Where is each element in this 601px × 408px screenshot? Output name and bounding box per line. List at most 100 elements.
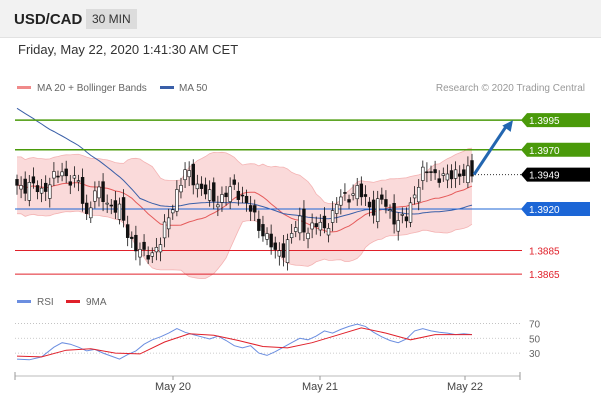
candle-body <box>314 223 318 227</box>
candle-body <box>371 199 376 216</box>
level-label-2: 1.3949 <box>529 171 560 182</box>
level-tag-0 <box>521 113 590 128</box>
candle-body <box>232 179 236 185</box>
candle-body <box>437 178 441 183</box>
candle-body <box>392 202 396 225</box>
candle-body <box>171 209 175 214</box>
candle-body <box>359 183 364 198</box>
rsi-tick-label: 50 <box>529 334 541 345</box>
ma50-line <box>16 107 473 220</box>
candle-body <box>466 165 470 183</box>
bollinger-band <box>17 148 472 279</box>
candle-body <box>27 182 31 201</box>
candle-body <box>449 170 454 180</box>
rsi-layer: 70 50 30 May 20 May 21 May 22 <box>14 319 541 393</box>
candle-body <box>453 169 458 179</box>
rsi-legend-swatch <box>17 300 31 303</box>
candle-body <box>355 185 359 200</box>
candle-body <box>35 185 40 193</box>
candle-body <box>224 192 228 198</box>
bollinger-upper <box>17 147 473 204</box>
candle-body <box>175 189 179 212</box>
candle-body <box>277 250 282 257</box>
candle-body <box>326 228 331 236</box>
candle-body <box>43 182 48 192</box>
candle-body <box>412 194 417 199</box>
candle-body <box>212 182 216 202</box>
candle-body <box>408 202 413 223</box>
candle-body <box>23 178 27 194</box>
candle-body <box>253 205 257 213</box>
projection-arrow <box>472 124 509 176</box>
level-label-3: 1.3920 <box>529 205 560 216</box>
candle-body <box>150 252 154 257</box>
level-label-1: 1.3970 <box>529 146 560 157</box>
candle-body <box>244 195 249 203</box>
candle-body <box>257 218 261 231</box>
level-tag-1 <box>521 142 590 157</box>
candle-body <box>19 185 23 190</box>
candle-body <box>339 196 343 206</box>
candle-body <box>433 169 437 174</box>
candle-body <box>351 193 355 196</box>
ma20-legend-swatch <box>17 86 31 89</box>
candle-body <box>48 184 52 199</box>
x-axis-label: May 20 <box>155 381 191 393</box>
candle-body <box>220 194 224 203</box>
candle-body <box>207 189 212 201</box>
credit-label: Research © 2020 Trading Central <box>436 83 585 94</box>
candle-body <box>154 247 159 253</box>
ma20-legend-label: MA 20 + Bollinger Bands <box>37 83 147 94</box>
candle-body <box>64 168 68 177</box>
candle-body <box>445 173 450 181</box>
candle-body <box>183 169 187 181</box>
candle-body <box>113 200 118 213</box>
candle-body <box>101 181 105 203</box>
x-axis-label: May 22 <box>447 381 483 393</box>
candle-body <box>322 215 327 229</box>
candle-body <box>52 171 56 179</box>
candle-body <box>68 181 72 186</box>
candle-body <box>199 183 204 189</box>
candle-body <box>130 236 134 239</box>
candle-body <box>166 217 171 230</box>
candle-body <box>109 204 113 207</box>
rsi-legend-label: RSI <box>37 297 54 308</box>
candle-body <box>396 220 400 232</box>
candle-body <box>281 243 286 258</box>
candle-body <box>285 239 290 263</box>
candle-body <box>31 176 36 184</box>
datetime-label: Friday, May 22, 2020 1:41:30 AM CET <box>18 42 239 57</box>
candle-body <box>367 201 372 208</box>
candle-body <box>80 177 85 204</box>
candle-body <box>400 214 405 216</box>
candle-body <box>384 199 388 207</box>
candle-body <box>265 233 269 240</box>
candle-body <box>158 244 163 253</box>
level-label-5: 1.3865 <box>529 270 560 281</box>
candle-body <box>462 169 466 176</box>
ma50-legend-label: MA 50 <box>179 83 208 94</box>
candle-body <box>216 204 220 208</box>
candle-body <box>310 222 314 230</box>
header-bar: USD/CAD 30 MIN <box>0 0 601 38</box>
candle-body <box>269 233 273 248</box>
candle-body <box>380 194 384 200</box>
candle-body <box>72 175 77 179</box>
candle-body <box>56 175 60 178</box>
candle-body <box>162 221 167 239</box>
rsi-tick-label: 70 <box>529 319 541 330</box>
candle-body <box>248 205 253 212</box>
candle-body <box>294 227 298 232</box>
timeframe-badge[interactable]: 30 MIN <box>86 9 137 29</box>
candle-body <box>76 180 81 183</box>
candle-body <box>228 186 232 202</box>
candle-body <box>417 187 421 203</box>
candle-body <box>261 224 265 237</box>
candle-body <box>335 203 339 214</box>
candle-body <box>134 234 138 252</box>
bollinger-lower <box>16 210 473 280</box>
candle-body <box>39 187 44 194</box>
